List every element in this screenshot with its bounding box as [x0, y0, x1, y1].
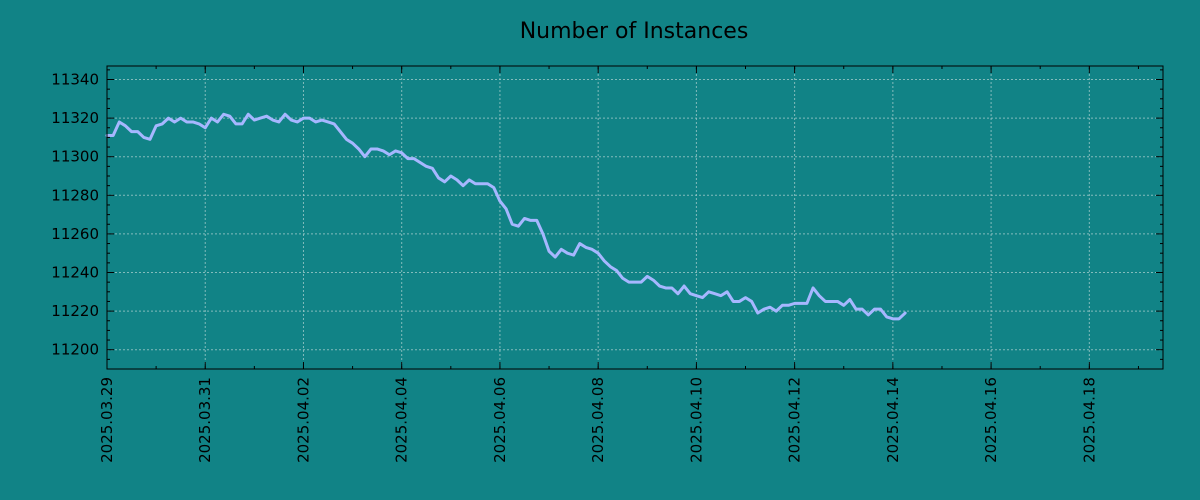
x-tick-label: 2025.04.04: [393, 377, 411, 463]
y-tick-label: 11260: [51, 225, 99, 243]
series-layer: [105, 112, 907, 321]
y-tick-label: 11280: [51, 186, 99, 204]
y-tick-label: 11220: [51, 302, 99, 320]
plot-frame: [106, 65, 1164, 370]
y-tick-label: 11240: [51, 264, 99, 282]
x-tick-label: 2025.04.12: [786, 377, 804, 463]
x-tick-label: 2025.03.31: [196, 377, 214, 463]
x-tick-label: 2025.03.29: [98, 377, 116, 463]
x-tick-label: 2025.04.14: [884, 377, 902, 463]
axes-layer: 2025.03.29 2025.03.31 2025.04.02 2025.04.04…: [51, 65, 1164, 463]
x-tick-label: 2025.04.10: [687, 377, 705, 463]
x-tick-label: 2025.04.18: [1080, 377, 1098, 463]
x-tick-label: 2025.04.02: [294, 377, 312, 463]
y-tick-label: 11200: [51, 341, 99, 359]
y-tick-label: 11320: [51, 109, 99, 127]
x-tick-label: 2025.04.16: [982, 377, 1000, 463]
y-tick-label: 11300: [51, 148, 99, 166]
x-tick-label: 2025.04.08: [589, 377, 607, 463]
y-tick-label: 11340: [51, 71, 99, 89]
x-tick-label: 2025.04.06: [491, 377, 509, 463]
chart-title: Number of Instances: [520, 19, 749, 44]
